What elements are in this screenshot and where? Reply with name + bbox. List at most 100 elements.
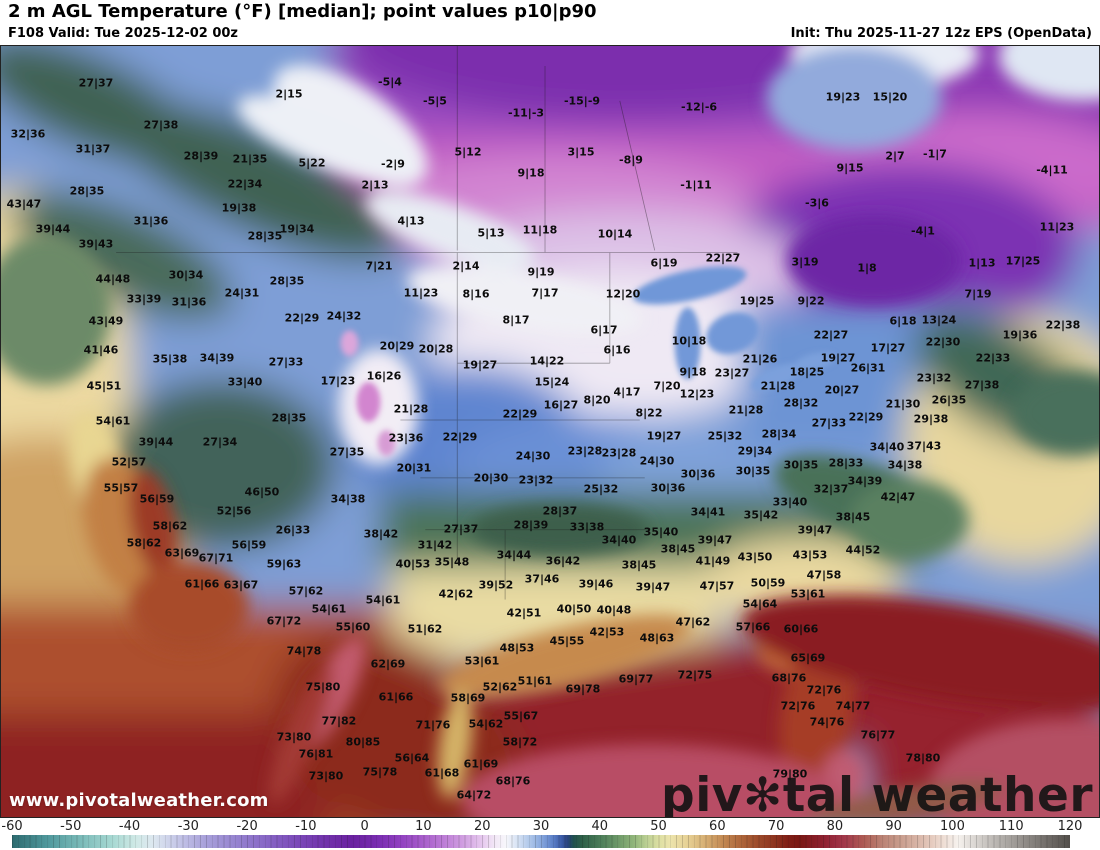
point-value-label: 31|37 [75,142,111,156]
point-value-label: 15|20 [872,90,908,104]
point-value-label: 34|44 [496,548,532,562]
point-value-label: 61|69 [463,757,499,771]
point-value-label: 69|77 [618,672,654,686]
point-value-label: 1|13 [968,256,996,270]
point-value-label: 61|66 [184,577,220,591]
point-value-label: 51|61 [517,674,553,688]
point-value-label: 28|35 [271,411,307,425]
point-value-label: 19|36 [1002,328,1038,342]
point-value-label: 42|62 [438,587,474,601]
point-value-label: 68|76 [495,774,531,788]
point-value-label: 28|33 [828,456,864,470]
point-value-label: 47|58 [806,568,842,582]
point-value-label: 11|18 [522,223,558,237]
init-time-label: Init: Thu 2025-11-27 12z EPS (OpenData) [790,26,1092,41]
point-value-label: 78|80 [905,751,941,765]
colorbar-tick: 0 [360,819,369,834]
colorbar-tick: 60 [709,819,726,834]
point-value-label: 68|76 [771,671,807,685]
point-value-label: 34|38 [330,492,366,506]
point-value-label: 19|23 [825,90,861,104]
point-value-label: 34|39 [199,351,235,365]
colorbar-tick: -30 [177,819,199,834]
point-value-label: 69|78 [565,682,601,696]
colorbar-tick: -40 [118,819,141,834]
point-value-label: 57|62 [288,584,324,598]
point-value-label: 43|47 [6,197,42,211]
point-value-label: 3|15 [567,145,595,159]
point-value-label: 73|80 [276,730,312,744]
point-value-label: 9|19 [527,265,555,279]
point-value-label: 19|34 [279,222,315,236]
point-value-label: 22|38 [1045,318,1081,332]
point-value-label: 37|46 [524,572,560,586]
point-value-label: 27|37 [78,76,114,90]
header: 2 m AGL Temperature (°F) [median]; point… [0,0,1100,45]
point-value-label: 28|39 [513,518,549,532]
point-value-label: 31|36 [171,295,207,309]
point-value-label: 61|66 [378,690,414,704]
point-value-label: 34|38 [887,458,923,472]
point-value-label: 25|32 [707,429,743,443]
point-value-label: 50|59 [750,576,786,590]
point-value-label: 20|27 [824,383,860,397]
point-value-label: 35|40 [643,525,679,539]
point-value-label: 7|21 [365,259,393,273]
point-value-label: -4|1 [911,224,935,238]
point-value-label: -1|11 [680,178,712,192]
point-value-label: -4|11 [1036,163,1068,177]
point-value-label: 9|18 [679,365,707,379]
point-value-label: 62|69 [370,657,406,671]
point-value-label: 2|15 [275,87,303,101]
point-value-label: 35|48 [434,555,470,569]
point-value-label: 17|27 [870,341,906,355]
point-value-label: 54|61 [311,602,347,616]
point-value-label: 4|17 [613,385,641,399]
point-value-label: 39|43 [78,237,114,251]
point-value-label: 39|47 [797,523,833,537]
watermark-brand: piv✻tal weather [661,768,1093,817]
point-value-label: 18|25 [789,365,825,379]
point-value-label: 12|23 [679,387,715,401]
point-value-label: 30|36 [680,467,716,481]
point-value-label: 67|71 [198,551,234,565]
point-value-label: 61|68 [424,766,460,780]
point-value-label: 22|29 [442,430,478,444]
point-value-label: 52|56 [216,504,252,518]
colorbar-tick: -60 [1,819,23,834]
point-value-label: 71|76 [415,718,451,732]
colorbar-tick: -10 [295,819,317,834]
point-value-label: 42|51 [506,606,542,620]
point-value-label: 30|35 [735,464,771,478]
point-value-label: 3|19 [791,255,819,269]
point-value-label: 45|55 [549,634,585,648]
point-value-label: 43|49 [88,314,124,328]
colorbar-tick: 70 [767,819,785,834]
point-value-label: 56|59 [231,538,267,552]
point-value-label: 58|62 [126,536,162,550]
point-value-label: 28|35 [269,274,305,288]
point-value-label: 2|7 [885,149,905,163]
point-value-label: 23|36 [388,431,424,445]
point-value-label: 33|40 [772,495,808,509]
point-value-label: 35|38 [152,352,188,366]
colorbar-tick: 50 [650,819,667,834]
point-value-label: 27|37 [443,522,479,536]
point-value-label: 2|13 [361,178,389,192]
point-value-label: 47|57 [699,579,735,593]
point-value-label: 57|66 [735,620,771,634]
point-value-label: 38|45 [621,558,657,572]
point-value-label: 72|75 [677,668,713,682]
point-value-label: 11|23 [1039,220,1075,234]
point-value-label: 8|22 [635,406,663,420]
point-value-label: 31|36 [133,214,169,228]
point-value-label: -12|-6 [680,100,718,114]
point-value-label: -8|9 [619,153,643,167]
point-value-label: 52|62 [482,680,518,694]
point-value-label: 32|36 [10,127,46,141]
point-value-label: 30|36 [650,481,686,495]
point-value-label: 24|30 [515,449,551,463]
point-value-label: 17|25 [1005,254,1041,268]
point-value-label: 37|43 [906,439,942,453]
point-value-label: 19|25 [739,294,775,308]
